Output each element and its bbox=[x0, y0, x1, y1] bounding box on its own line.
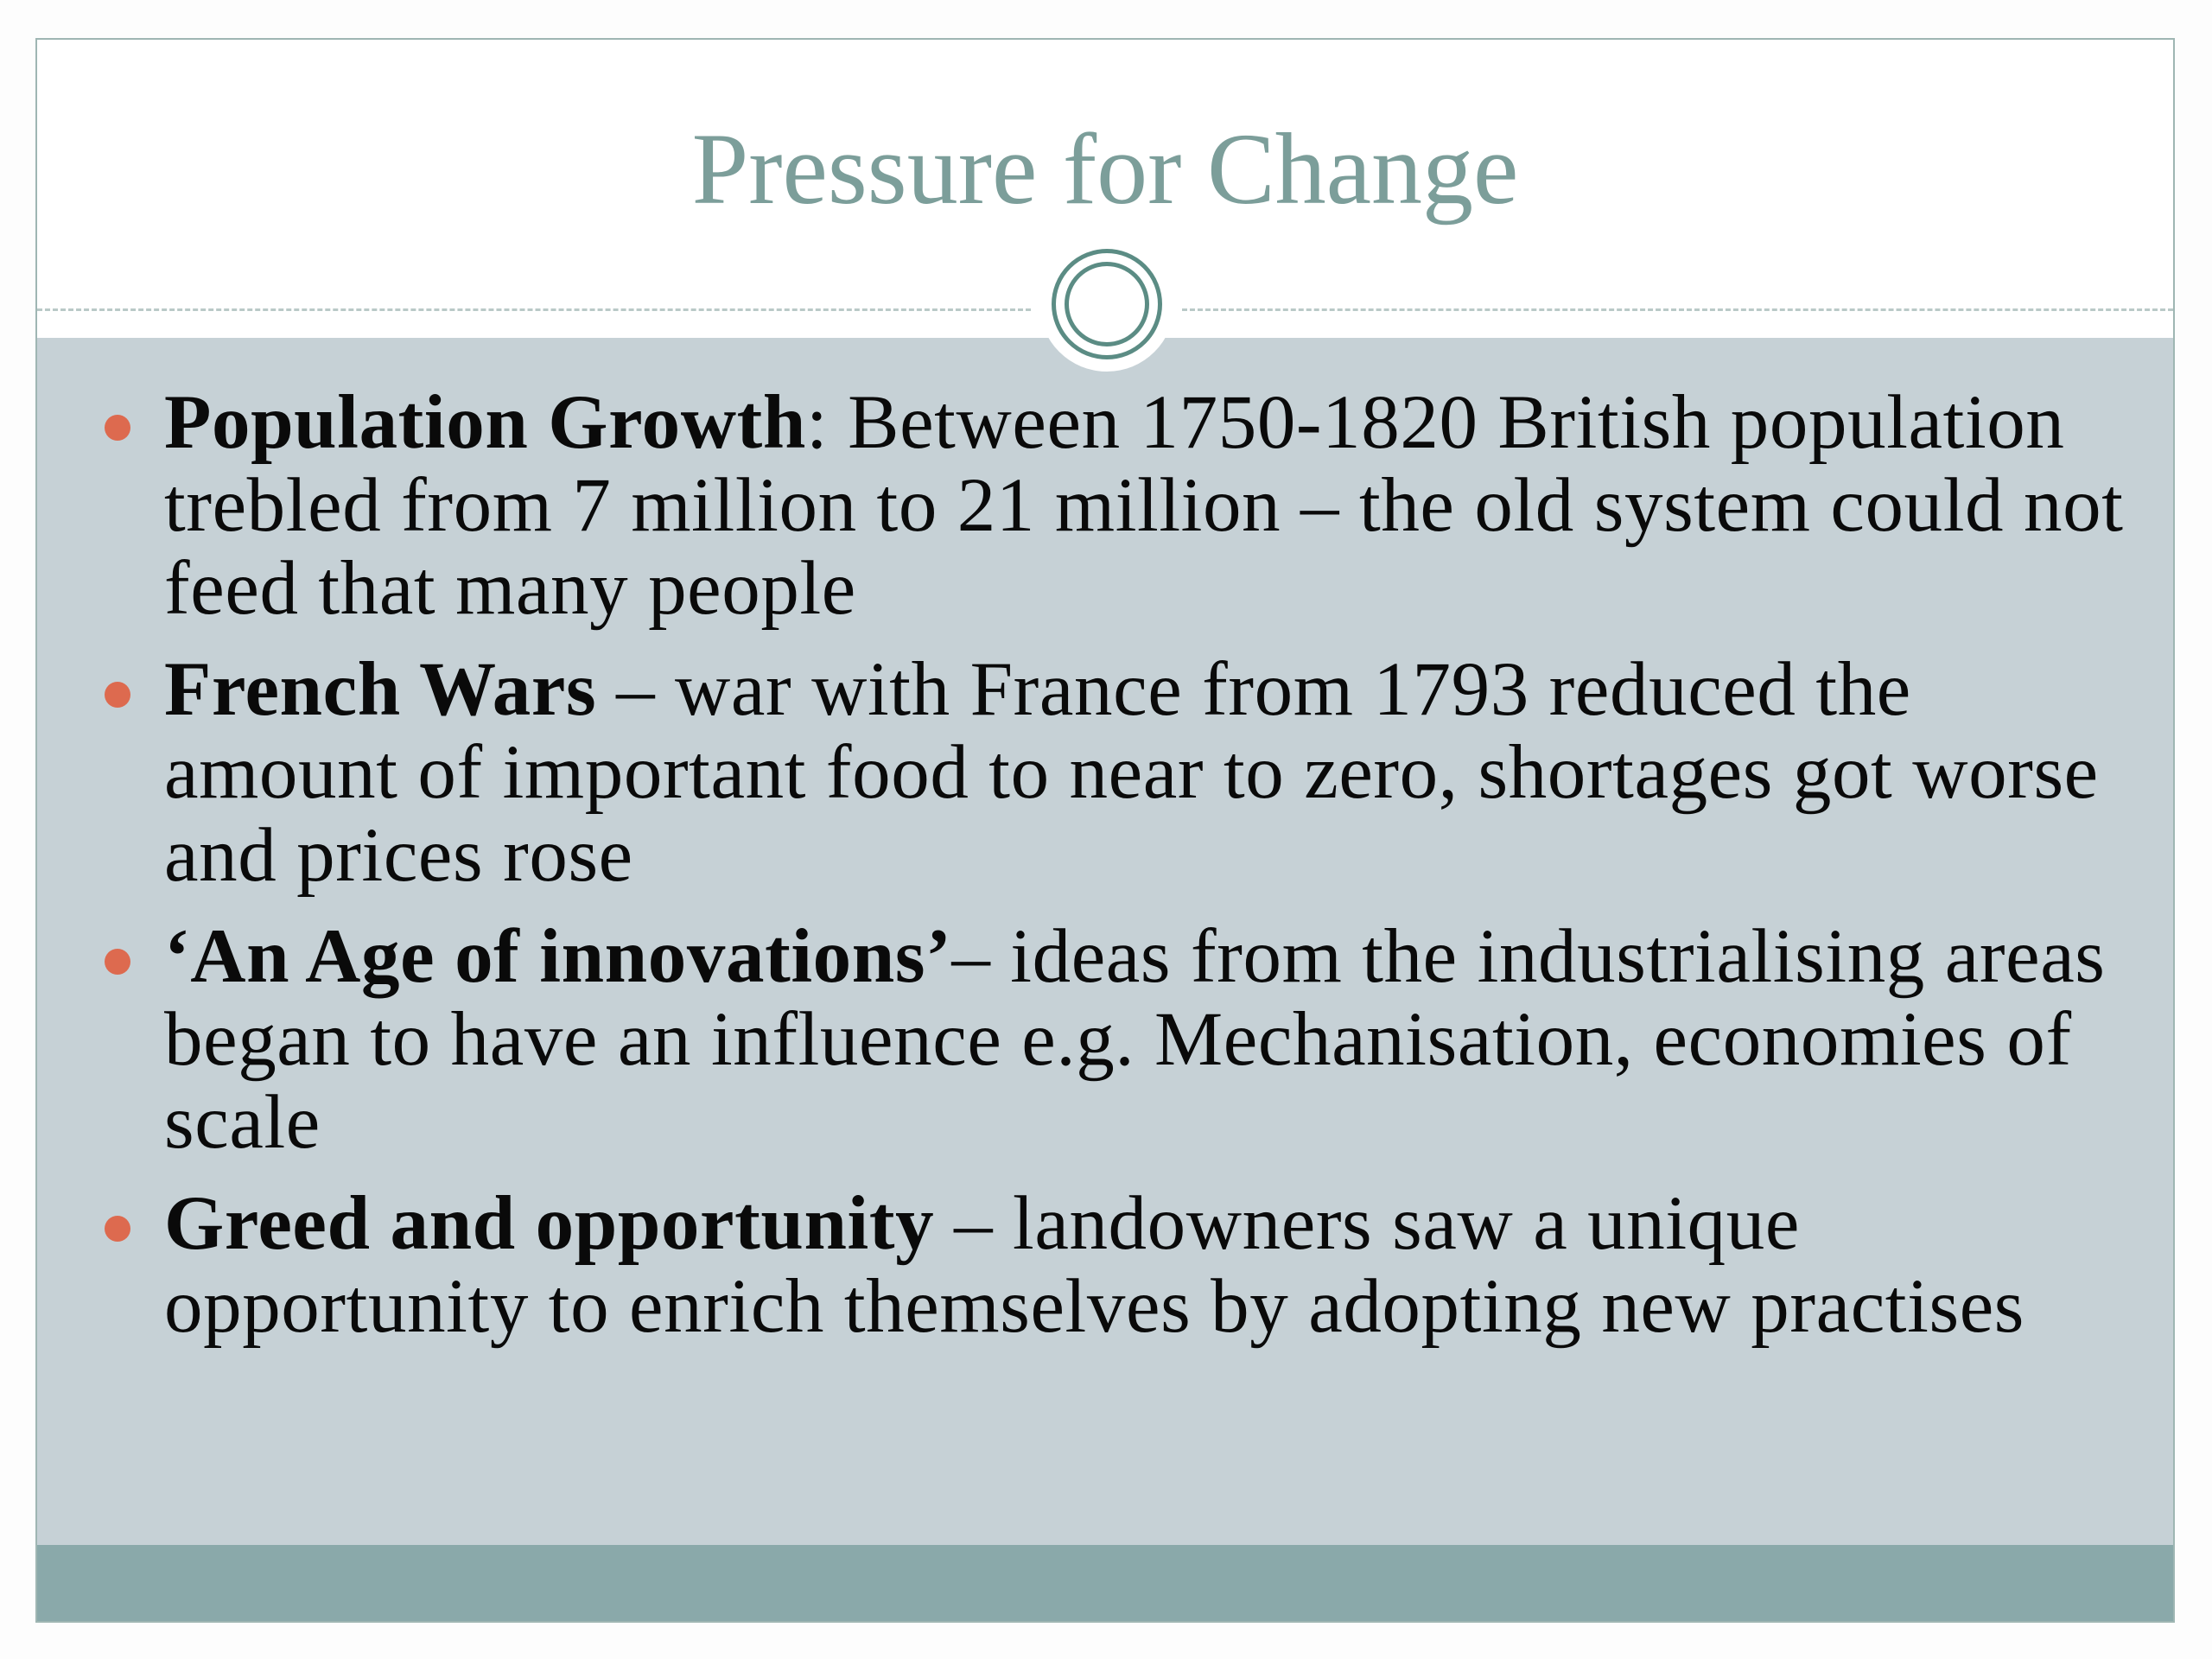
bullet-heading: ‘An Age of innovations’ bbox=[164, 914, 952, 999]
bullet-dot-icon bbox=[105, 1216, 130, 1242]
content-area bbox=[37, 338, 2173, 1545]
bullet-dot-icon bbox=[105, 682, 130, 708]
bullet-dot-icon bbox=[105, 415, 130, 441]
divider-left bbox=[37, 308, 1031, 311]
divider-right bbox=[1182, 308, 2173, 311]
bullet-heading: Population Growth bbox=[164, 380, 806, 465]
bullet-text: – war with France from 1793 reduced the … bbox=[164, 647, 2099, 898]
bullet-item: Greed and opportunity – landowners saw a… bbox=[105, 1181, 2134, 1349]
slide: Pressure for Change Population Growth: B… bbox=[35, 38, 2175, 1623]
bullet-heading: Greed and opportunity bbox=[164, 1181, 935, 1266]
bullet-item: French Wars – war with France from 1793 … bbox=[105, 647, 2134, 898]
bullet-text: – landowners saw a unique opportunity to… bbox=[164, 1181, 2025, 1349]
bullet-list: Population Growth: Between 1750-1820 Bri… bbox=[105, 380, 2134, 1366]
bullet-item: ‘An Age of innovations’– ideas from the … bbox=[105, 914, 2134, 1165]
slide-title: Pressure for Change bbox=[691, 112, 1519, 226]
footer-band bbox=[37, 1545, 2173, 1621]
circle-ornament-icon bbox=[1052, 249, 1162, 359]
bullet-dot-icon bbox=[105, 949, 130, 975]
bullet-item: Population Growth: Between 1750-1820 Bri… bbox=[105, 380, 2134, 631]
bullet-heading: French Wars bbox=[164, 647, 597, 732]
bullet-text: – ideas from the industrialising areas b… bbox=[164, 914, 2106, 1165]
bullet-text: : Between 1750-1820 British population t… bbox=[164, 380, 2124, 631]
